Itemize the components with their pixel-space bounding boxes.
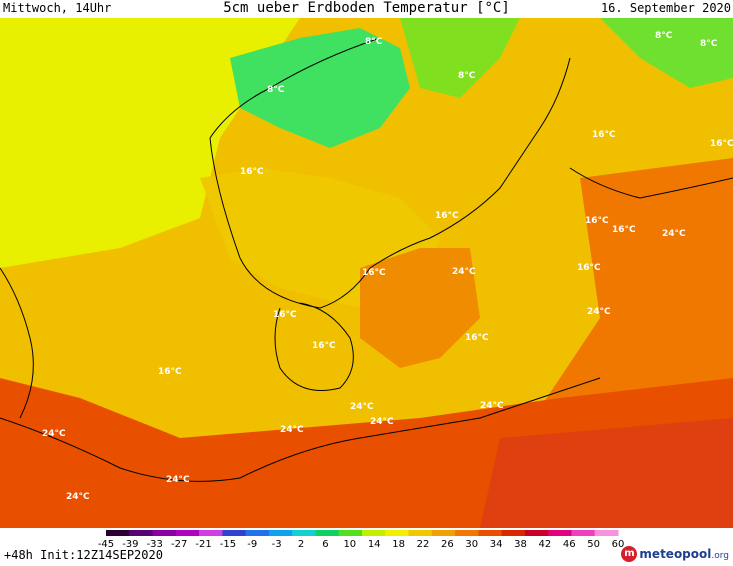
- zone-warm-sweden: [360, 248, 480, 368]
- scale-tick-label: 60: [612, 539, 625, 548]
- zone-cold-west: [0, 18, 300, 268]
- scale-swatch: [268, 530, 293, 536]
- coastline-norway: [209, 37, 381, 309]
- coastline-britain: [0, 267, 34, 419]
- temperature-label: 24°C: [42, 429, 66, 439]
- scale-swatch: [129, 530, 154, 536]
- scale-tick-label: -45: [98, 539, 114, 548]
- temperature-label: 24°C: [350, 402, 374, 412]
- temperature-label: 16°C: [710, 139, 733, 149]
- scale-tick-label: -3: [272, 539, 282, 548]
- scale-swatch: [175, 530, 200, 536]
- logo-text: meteopool.org: [639, 547, 729, 561]
- isotherm-labels: 8°C8°C8°C8°C8°C16°C16°C16°C16°C 16°C16°C1…: [42, 31, 733, 502]
- scale-swatch: [571, 530, 596, 536]
- map-title: 5cm ueber Erdboden Temperatur [°C]: [223, 0, 510, 16]
- scale-tick-label: 18: [392, 539, 405, 548]
- scale-tick-label: -15: [220, 539, 236, 548]
- temperature-label: 24°C: [66, 492, 90, 502]
- temperature-label: 16°C: [312, 341, 336, 351]
- scale-tick-label: 14: [368, 539, 381, 548]
- temperature-label: 8°C: [267, 85, 285, 95]
- header-bar: Mittwoch, 14Uhr 5cm ueber Erdboden Tempe…: [0, 0, 733, 18]
- scale-tick-label: 46: [563, 539, 576, 548]
- scale-tick-label: 30: [465, 539, 478, 548]
- temperature-label: 8°C: [655, 31, 673, 41]
- scale-swatch: [292, 530, 316, 536]
- scale-tick-label: -27: [171, 539, 187, 548]
- temperature-label: 16°C: [158, 367, 182, 377]
- scale-swatch: [338, 530, 363, 536]
- scale-swatch: [245, 530, 270, 536]
- forecast-day-time: Mittwoch, 14Uhr: [3, 1, 112, 15]
- coastline-continent: [0, 377, 601, 482]
- zone-green-north: [400, 18, 520, 98]
- zone-green-norway: [230, 28, 410, 148]
- scale-tick-label: 2: [298, 539, 304, 548]
- scale-swatch: [431, 530, 456, 536]
- scale-swatch: [594, 530, 619, 536]
- temperature-label: 8°C: [700, 39, 718, 49]
- scale-swatch: [222, 530, 247, 536]
- color-scale-swatches: [106, 530, 619, 536]
- meteopool-logo: m meteopool.org: [621, 546, 729, 562]
- coastline-sweden: [369, 57, 571, 269]
- temperature-label: 8°C: [458, 71, 476, 81]
- scale-swatch: [199, 530, 223, 536]
- logo-name: meteopool: [639, 547, 712, 561]
- temperature-map: 8°C8°C8°C8°C8°C16°C16°C16°C16°C 16°C16°C1…: [0, 18, 733, 528]
- scale-swatch: [524, 530, 549, 536]
- scale-swatch: [501, 530, 526, 536]
- logo-tld: .org: [711, 551, 729, 561]
- scale-tick-label: 38: [514, 539, 527, 548]
- scale-swatch: [362, 530, 386, 536]
- scale-swatch: [478, 530, 503, 536]
- temperature-label: 24°C: [166, 475, 190, 485]
- scale-swatch: [152, 530, 177, 536]
- scale-swatch: [548, 530, 572, 536]
- temperature-label: 16°C: [240, 167, 264, 177]
- scale-swatch: [455, 530, 479, 536]
- scale-tick-label: -39: [122, 539, 138, 548]
- scale-tick-label: 22: [417, 539, 430, 548]
- scale-tick-label: 6: [322, 539, 328, 548]
- temperature-label: 16°C: [435, 211, 459, 221]
- temperature-label: 24°C: [662, 229, 686, 239]
- scale-swatch: [408, 530, 433, 536]
- zone-hot-east: [480, 418, 733, 528]
- scale-tick-label: 42: [538, 539, 551, 548]
- coastline-denmark: [274, 302, 354, 391]
- temperature-label: 24°C: [587, 307, 611, 317]
- scale-tick-label: -33: [147, 539, 163, 548]
- footer-bar: -45 -39 -33 -27 -21 -15 -9 -3 2 6 10 14 18 22 26 30 34 38…: [0, 528, 733, 566]
- color-scale-ticks: -45 -39 -33 -27 -21 -15 -9 -3 2 6 10 14 18 22 26 30 34 38…: [98, 539, 625, 548]
- meteopool-logo-icon: m: [621, 546, 638, 562]
- color-scale: -45 -39 -33 -27 -21 -15 -9 -3 2 6 10 14 18 22 26 30 34 38…: [98, 530, 625, 548]
- temperature-label: 8°C: [365, 37, 383, 47]
- temperature-label: 16°C: [273, 310, 297, 320]
- scale-tick-label: 34: [490, 539, 503, 548]
- scale-tick-label: 26: [441, 539, 454, 548]
- model-run-info: +48h Init:12Z14SEP2020: [4, 548, 163, 562]
- temperature-label: 24°C: [370, 417, 394, 427]
- temperature-label: 24°C: [452, 267, 476, 277]
- temperature-label: 16°C: [577, 263, 601, 273]
- temperature-label: 16°C: [465, 333, 489, 343]
- scale-tick-label: -9: [247, 539, 257, 548]
- scale-tick-label: -21: [195, 539, 211, 548]
- temperature-label: 16°C: [585, 216, 609, 226]
- scale-tick-label: 10: [343, 539, 356, 548]
- temperature-label: 16°C: [612, 225, 636, 235]
- temperature-label: 24°C: [280, 425, 304, 435]
- scale-swatch: [385, 530, 410, 536]
- zone-green-finland: [600, 18, 733, 88]
- temperature-label: 16°C: [592, 130, 616, 140]
- temperature-label: 24°C: [480, 401, 504, 411]
- temperature-label: 16°C: [362, 268, 386, 278]
- scale-tick-label: 50: [587, 539, 600, 548]
- coastline-finland: [569, 167, 733, 199]
- forecast-date: 16. September 2020: [600, 1, 731, 15]
- scale-swatch: [315, 530, 340, 536]
- scale-swatch: [106, 530, 130, 536]
